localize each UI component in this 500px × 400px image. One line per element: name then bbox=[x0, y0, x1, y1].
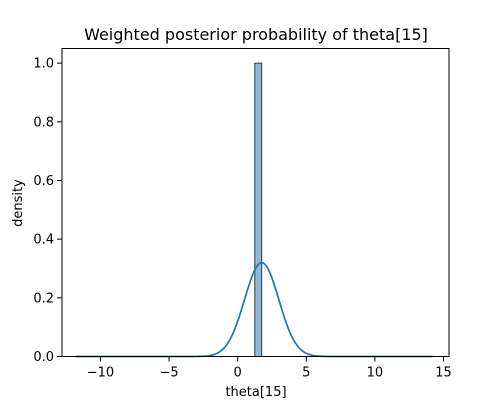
plot-frame bbox=[61, 48, 450, 357]
plot-area bbox=[75, 62, 433, 358]
x-tick-label: −5 bbox=[159, 366, 178, 381]
x-tick-label: 15 bbox=[435, 366, 452, 381]
x-axis-label: theta[15] bbox=[225, 385, 286, 400]
y-tick-label: 0.4 bbox=[33, 233, 54, 248]
x-tick-label: 0 bbox=[234, 366, 242, 381]
y-tick-label: 0.2 bbox=[33, 291, 54, 306]
x-axis: −10 −5 0 5 10 15 bbox=[87, 356, 452, 381]
y-tick-label: 0.6 bbox=[33, 174, 54, 189]
y-tick-label: 1.0 bbox=[33, 57, 54, 72]
histogram-bar-0 bbox=[254, 62, 263, 358]
y-axis-label: density bbox=[11, 179, 26, 227]
x-tick-label: 5 bbox=[302, 366, 310, 381]
y-axis: 0.0 0.2 0.4 0.6 0.8 1.0 bbox=[33, 57, 62, 365]
chart-title: Weighted posterior probability of theta[… bbox=[84, 25, 428, 44]
y-tick-label: 0.0 bbox=[33, 350, 54, 365]
y-tick-label: 0.8 bbox=[33, 115, 54, 130]
kde-line bbox=[75, 261, 433, 358]
x-tick-label: −10 bbox=[87, 366, 114, 381]
x-tick-label: 10 bbox=[367, 366, 384, 381]
